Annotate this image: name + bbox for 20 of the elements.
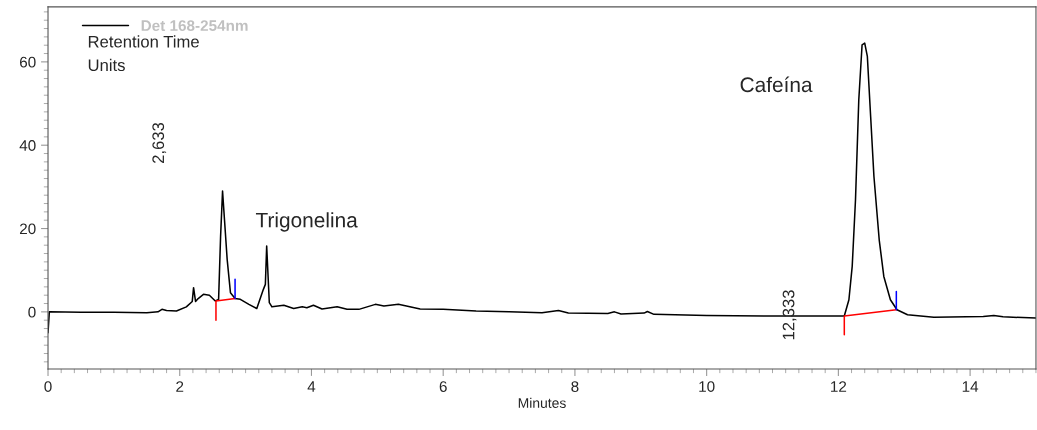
annotation: Cafeína bbox=[740, 76, 813, 93]
legend-label: Det 168-254nm bbox=[141, 20, 248, 32]
x-tick-label: 2 bbox=[176, 381, 184, 392]
annotation: 12,333 bbox=[782, 290, 797, 340]
x-tick-label: 8 bbox=[571, 381, 579, 392]
y-tick-label: 60 bbox=[19, 56, 36, 68]
x-tick-label: 14 bbox=[962, 381, 979, 392]
x-tick-label: 0 bbox=[44, 381, 52, 392]
x-tick-label: 6 bbox=[439, 381, 447, 392]
x-tick-label: 12 bbox=[831, 381, 847, 392]
x-axis-title: Minutes bbox=[518, 397, 566, 408]
y-tick-label: 40 bbox=[19, 140, 36, 151]
y-tick-label: 0 bbox=[28, 306, 36, 318]
y-tick-label: 20 bbox=[19, 223, 36, 235]
x-tick-label: 10 bbox=[699, 381, 715, 392]
annotation: Units bbox=[88, 58, 125, 72]
x-tick-label: 4 bbox=[307, 381, 316, 392]
annotation: 2,633 bbox=[152, 122, 167, 164]
annotation: Trigonelina bbox=[255, 212, 358, 232]
annotation: Retention Time bbox=[88, 35, 199, 48]
